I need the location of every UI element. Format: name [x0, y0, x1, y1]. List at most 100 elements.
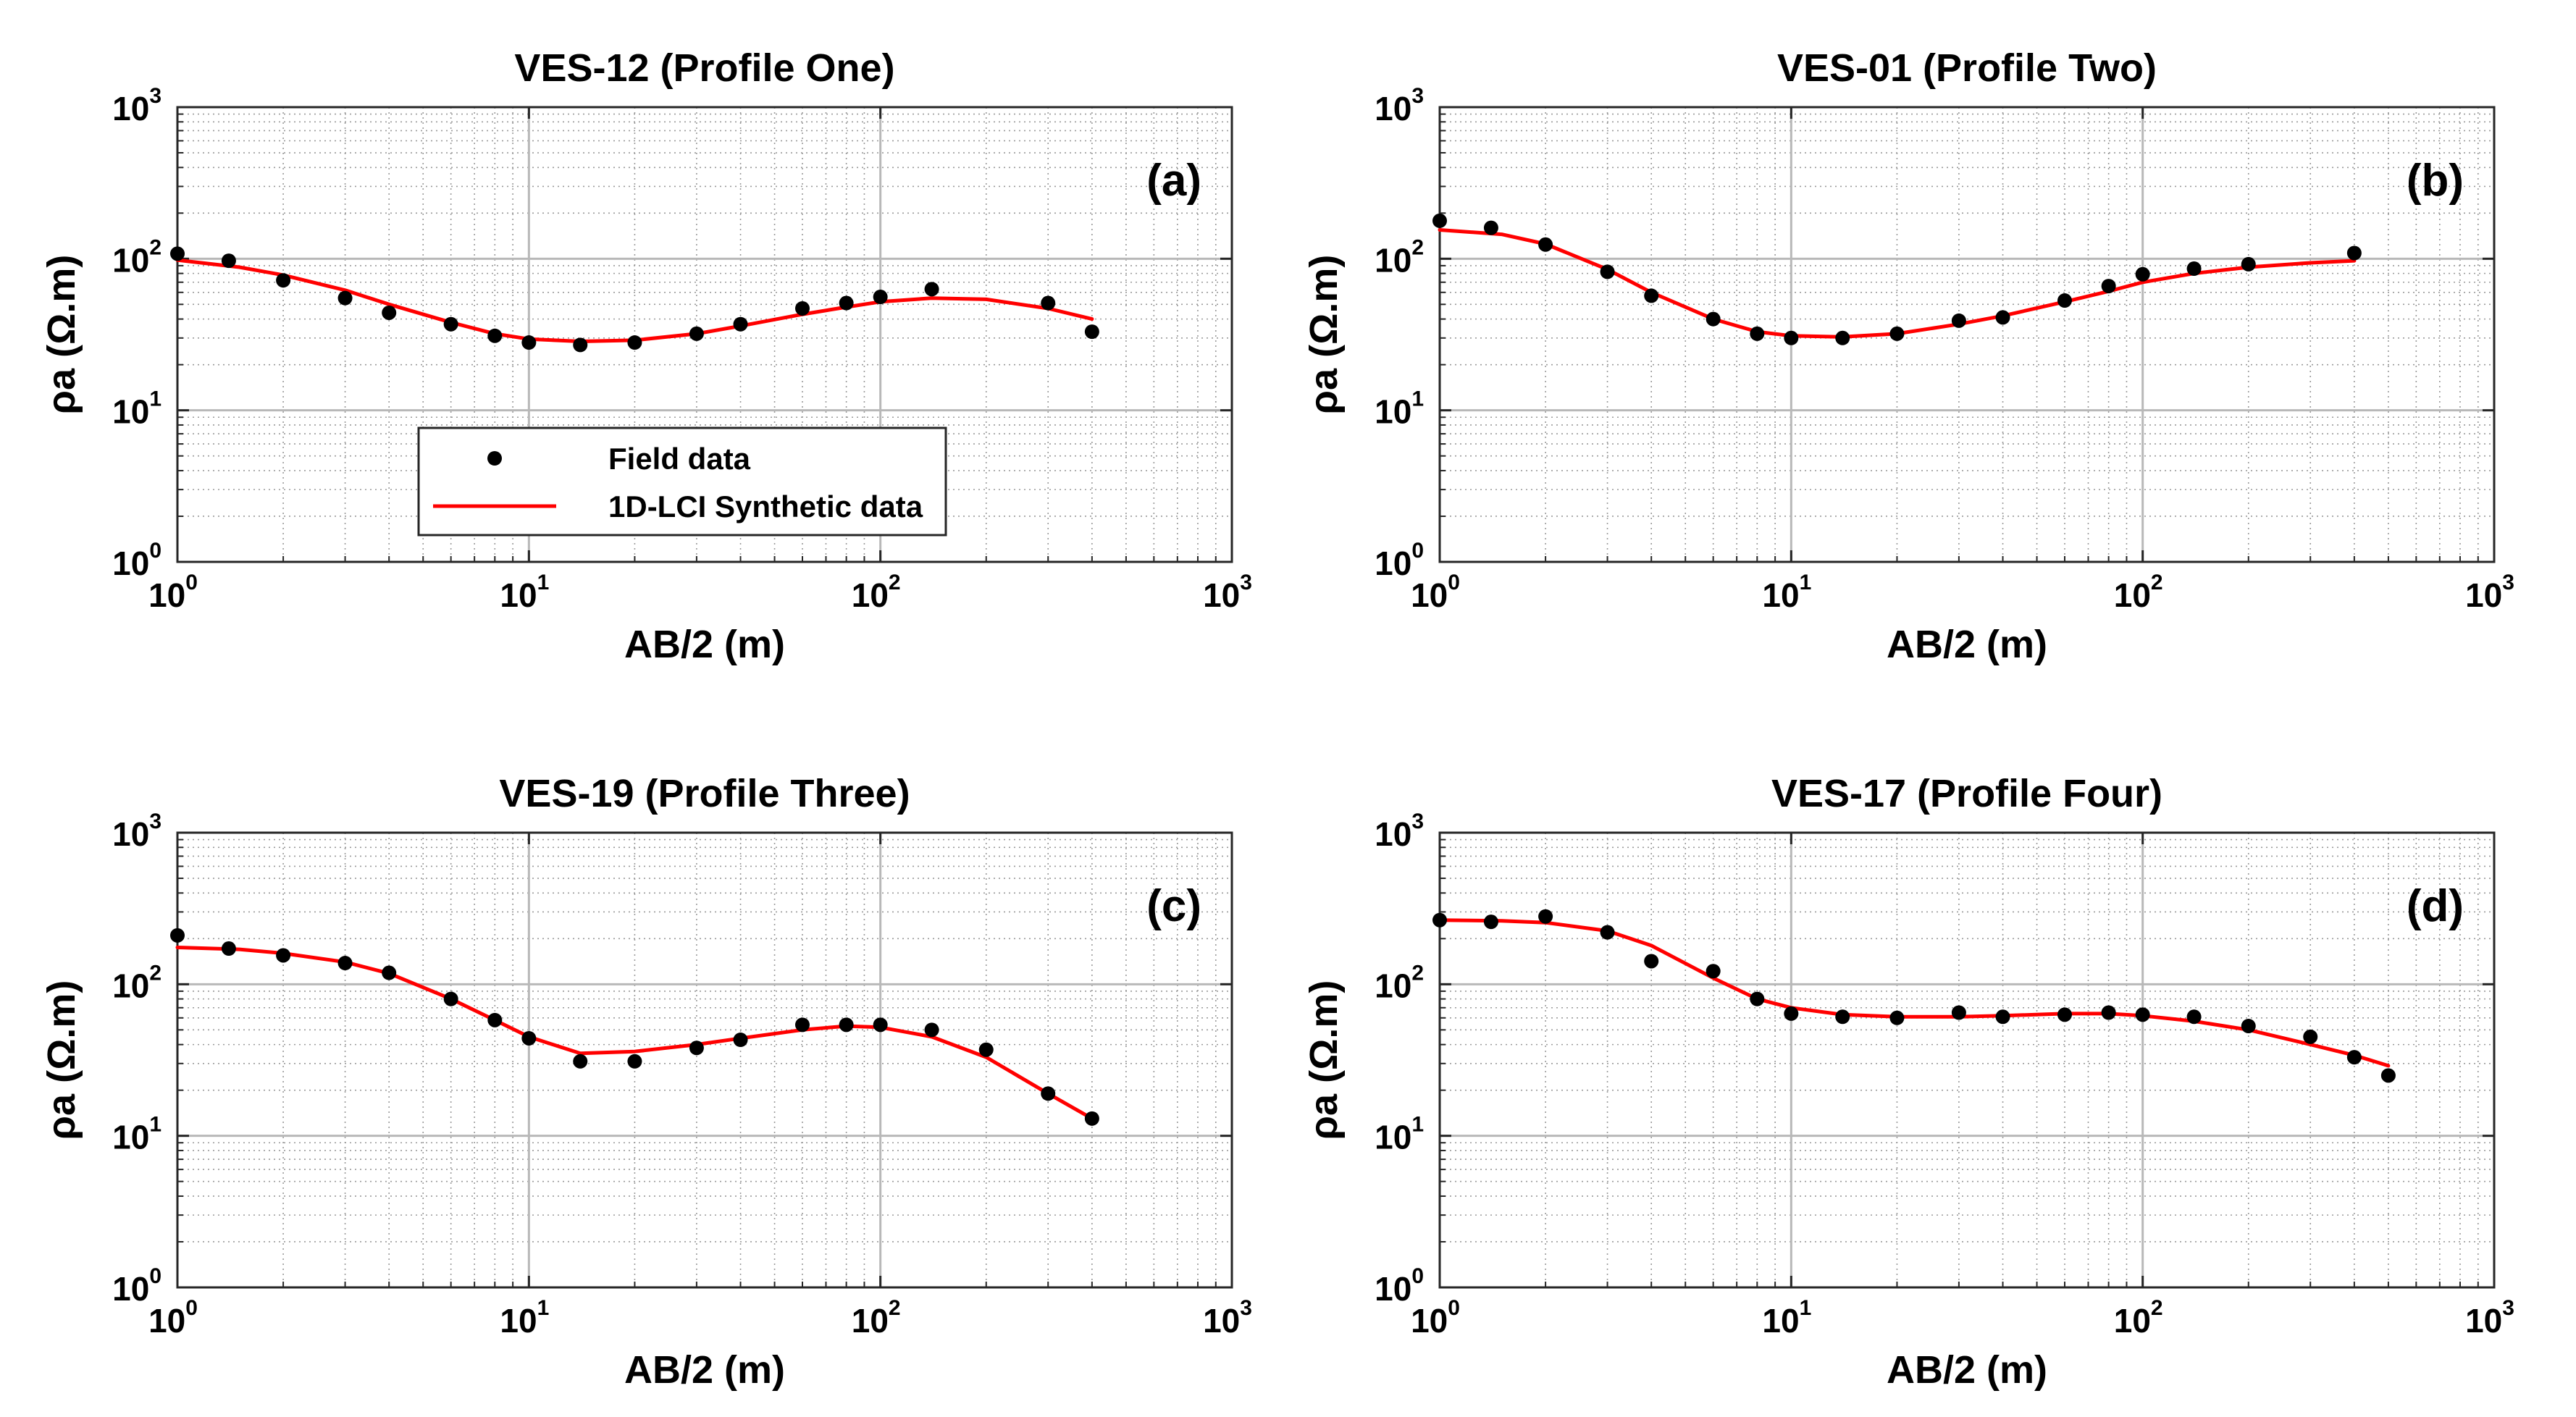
x-tick-exponent: 3	[2502, 1296, 2514, 1320]
y-tick-exponent: 3	[149, 810, 161, 833]
field-data-point	[1951, 1005, 1966, 1020]
panel-label: (a)	[1146, 156, 1201, 206]
field-data-point	[839, 1017, 854, 1033]
field-data-point	[873, 290, 888, 305]
x-tick-base: 10	[2465, 576, 2502, 614]
x-tick-base: 10	[148, 576, 185, 614]
y-tick-base: 10	[1375, 241, 1411, 279]
x-tick-base: 10	[1203, 1302, 1240, 1340]
x-tick-base: 10	[852, 1302, 889, 1340]
field-data-point	[1600, 925, 1615, 940]
x-tick-label: 100	[148, 571, 198, 614]
field-data-point	[1483, 220, 1498, 235]
chart-title: VES-19 (Profile Three)	[499, 772, 910, 815]
field-data-point	[521, 1030, 537, 1046]
x-tick-label: 102	[852, 1296, 901, 1340]
field-data-point	[1600, 264, 1615, 279]
field-data-point	[382, 965, 397, 980]
field-data-point	[978, 1042, 994, 1057]
field-data-point	[1784, 330, 1799, 345]
y-tick-exponent: 2	[149, 961, 161, 985]
field-data-point	[627, 1054, 642, 1069]
y-tick-base: 10	[112, 967, 149, 1004]
y-tick-label: 100	[1375, 539, 1424, 582]
y-axis-label: ρa (Ω.m)	[40, 980, 83, 1140]
tick-marks	[176, 831, 1233, 1289]
legend-synthetic-label: 1D-LCI Synthetic data	[608, 489, 923, 524]
field-data-point	[873, 1017, 888, 1033]
y-tick-label: 103	[112, 84, 161, 127]
field-data-points	[1432, 909, 2396, 1083]
y-tick-exponent: 0	[149, 539, 161, 563]
x-tick-label: 103	[1203, 1296, 1252, 1340]
x-tick-exponent: 0	[185, 571, 198, 594]
field-data-point	[2186, 261, 2202, 277]
x-tick-exponent: 3	[2502, 571, 2514, 594]
field-data-point	[1889, 1010, 1905, 1025]
y-tick-label: 100	[112, 539, 161, 582]
y-tick-label: 101	[112, 387, 161, 431]
y-tick-exponent: 0	[1411, 539, 1424, 563]
y-tick-base: 10	[1375, 393, 1411, 431]
y-tick-base: 10	[1375, 90, 1411, 127]
y-tick-base: 10	[112, 1119, 149, 1156]
field-data-point	[221, 941, 236, 956]
field-data-point	[1951, 313, 1966, 328]
chart-title: VES-01 (Profile Two)	[1777, 46, 2157, 90]
x-tick-base: 10	[500, 576, 537, 614]
synthetic-data-line	[1438, 918, 2391, 1068]
legend-box	[417, 426, 947, 537]
y-tick-base: 10	[112, 815, 149, 853]
field-data-point	[1538, 237, 1553, 252]
y-tick-exponent: 1	[1411, 387, 1424, 411]
field-data-point	[487, 1012, 503, 1027]
y-tick-exponent: 1	[1411, 1113, 1424, 1137]
field-data-point	[170, 928, 185, 943]
field-data-point	[1706, 964, 1721, 979]
field-data-point	[2303, 1029, 2318, 1044]
field-data-point	[1835, 1009, 1850, 1025]
panel-label: (c)	[1146, 881, 1201, 931]
x-tick-base: 10	[1203, 576, 1240, 614]
y-tick-exponent: 3	[1411, 84, 1424, 108]
field-data-point	[2057, 293, 2072, 308]
y-tick-exponent: 2	[1411, 961, 1424, 985]
legend-field-label: Field data	[608, 442, 751, 476]
x-tick-exponent: 3	[1240, 1296, 1252, 1320]
x-tick-exponent: 0	[185, 1296, 198, 1320]
field-data-point	[1041, 295, 1056, 311]
field-data-point	[733, 316, 748, 332]
field-data-point	[170, 246, 185, 261]
y-tick-base: 10	[1375, 815, 1411, 853]
x-tick-label: 100	[148, 1296, 198, 1340]
field-data-point	[1750, 326, 1765, 341]
field-data-point	[2346, 1050, 2362, 1065]
y-tick-base: 10	[1375, 544, 1411, 582]
y-tick-label: 102	[1375, 235, 1424, 279]
plot-area	[1440, 107, 2494, 562]
field-data-point	[221, 253, 236, 269]
legend: Field data 1D-LCI Synthetic data	[417, 426, 947, 537]
field-data-point	[1644, 954, 1659, 969]
x-tick-exponent: 0	[1448, 1296, 1460, 1320]
panel-label: (d)	[2407, 881, 2464, 931]
field-data-point	[1041, 1086, 1056, 1101]
x-tick-exponent: 1	[1800, 1296, 1812, 1320]
x-tick-base: 10	[1762, 576, 1799, 614]
y-tick-label: 101	[112, 1113, 161, 1156]
field-data-point	[839, 295, 854, 311]
field-data-point	[1784, 1006, 1799, 1021]
y-tick-label: 102	[112, 961, 161, 1004]
x-tick-label: 101	[500, 1296, 549, 1340]
field-data-point	[382, 305, 397, 320]
y-axis-label: ρa (Ω.m)	[1302, 980, 1346, 1140]
field-data-point	[689, 326, 704, 341]
x-tick-label: 100	[1411, 571, 1460, 614]
field-data-point	[1538, 909, 1553, 924]
field-data-point	[487, 328, 503, 343]
field-data-point	[924, 1022, 939, 1038]
field-data-point	[794, 300, 810, 316]
x-tick-label: 100	[1411, 1296, 1460, 1340]
